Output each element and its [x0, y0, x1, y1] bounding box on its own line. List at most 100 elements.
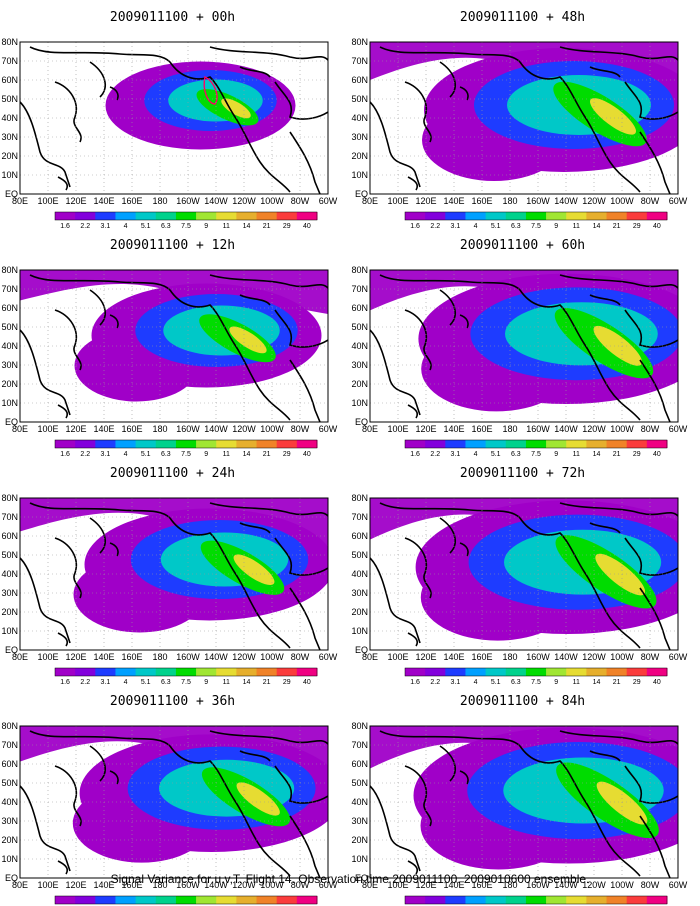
lon-tick-label: 160W [526, 196, 550, 206]
colorbar-swatch [257, 212, 278, 220]
lat-tick-label: 80N [1, 37, 18, 47]
colorbar-swatch [75, 212, 96, 220]
colorbar-swatch [277, 440, 298, 448]
lon-tick-label: 100E [387, 196, 408, 206]
lon-tick-label: 140W [204, 652, 228, 662]
colorbar-swatch [506, 668, 527, 676]
colorbar-swatch [156, 212, 177, 220]
colorbar-swatch [486, 668, 507, 676]
lat-tick-label: 60N [1, 759, 18, 769]
lon-tick-label: 120W [232, 424, 256, 434]
colorbar-swatch [405, 668, 426, 676]
lon-tick-label: 80W [291, 652, 310, 662]
lat-tick-label: 10N [1, 626, 18, 636]
colorbar-swatch [405, 212, 426, 220]
colorbar-swatch [115, 896, 136, 904]
lat-tick-label: 30N [1, 360, 18, 370]
lon-tick-label: 140E [93, 196, 114, 206]
lon-tick-label: 140W [554, 196, 578, 206]
panel-title: 2009011100 + 72h [350, 466, 695, 481]
lat-tick-label: 60N [351, 75, 368, 85]
panel-title: 2009011100 + 60h [350, 238, 695, 253]
lon-tick-label: 60W [319, 196, 338, 206]
colorbar-swatch [156, 896, 177, 904]
colorbar-swatch [486, 440, 507, 448]
colorbar-swatch [546, 440, 567, 448]
lon-tick-label: 140E [93, 652, 114, 662]
lat-tick-label: 50N [1, 322, 18, 332]
lon-tick-label: 160W [176, 424, 200, 434]
colorbar-swatch [75, 440, 96, 448]
lon-tick-label: 80W [291, 424, 310, 434]
colorbar-swatch [445, 668, 466, 676]
lat-tick-label: 50N [1, 550, 18, 560]
lat-tick-label: 40N [351, 569, 368, 579]
lat-tick-label: 40N [1, 113, 18, 123]
lon-tick-label: 120W [582, 652, 606, 662]
colorbar-swatch [647, 440, 668, 448]
lon-tick-label: 160E [121, 424, 142, 434]
colorbar-swatch [586, 896, 607, 904]
colorbar-swatch [486, 896, 507, 904]
lon-tick-label: 80W [641, 652, 660, 662]
colorbar-swatch [196, 896, 217, 904]
lon-tick-label: 140W [204, 424, 228, 434]
lon-tick-label: 140W [554, 424, 578, 434]
colorbar-swatch [236, 212, 257, 220]
colorbar-swatch [236, 896, 257, 904]
colorbar-swatch [506, 212, 527, 220]
colorbar-swatch [95, 668, 116, 676]
lon-tick-label: 120W [582, 424, 606, 434]
colorbar-swatch [566, 212, 587, 220]
colorbar-swatch [647, 896, 668, 904]
colorbar-swatch [136, 896, 157, 904]
lat-tick-label: 10N [1, 854, 18, 864]
lon-tick-label: 60W [669, 424, 688, 434]
lat-tick-label: 30N [1, 816, 18, 826]
colorbar-swatch [176, 440, 197, 448]
lat-tick-label: 10N [351, 398, 368, 408]
lat-tick-label: 20N [1, 607, 18, 617]
lon-tick-label: 120E [65, 196, 86, 206]
lon-tick-label: 140E [443, 196, 464, 206]
lat-tick-label: 30N [351, 360, 368, 370]
lon-tick-label: 180 [502, 196, 517, 206]
panel-title: 2009011100 + 84h [350, 694, 695, 709]
lat-tick-label: 70N [1, 512, 18, 522]
lon-tick-label: 80E [12, 652, 28, 662]
colorbar-swatch [297, 668, 318, 676]
colorbar-swatch [196, 668, 217, 676]
lon-tick-label: 100W [260, 424, 284, 434]
lat-tick-label: 10N [1, 170, 18, 180]
lat-tick-label: 40N [351, 341, 368, 351]
lat-tick-label: 70N [351, 512, 368, 522]
colorbar-swatch [465, 896, 486, 904]
lon-tick-label: 120W [232, 652, 256, 662]
panel-title: 2009011100 + 12h [0, 238, 345, 253]
colorbar-swatch [526, 212, 547, 220]
lat-tick-label: 30N [351, 588, 368, 598]
lon-tick-label: 160E [471, 424, 492, 434]
colorbar-swatch [236, 668, 257, 676]
colorbar-swatch [465, 212, 486, 220]
lat-tick-label: 40N [1, 341, 18, 351]
figure-caption: Signal Variance for u,v,T. Flight 14. Ob… [0, 872, 700, 886]
colorbar-swatch [526, 440, 547, 448]
lon-tick-label: 100E [37, 652, 58, 662]
lon-tick-label: 100E [37, 424, 58, 434]
lon-tick-label: 80E [362, 424, 378, 434]
colorbar-swatch [55, 212, 76, 220]
lon-tick-label: 120E [415, 652, 436, 662]
colorbar-swatch [526, 896, 547, 904]
lon-tick-label: 80E [362, 196, 378, 206]
colorbar-swatch [627, 896, 648, 904]
lat-tick-label: 80N [1, 265, 18, 275]
colorbar-swatch [75, 896, 96, 904]
